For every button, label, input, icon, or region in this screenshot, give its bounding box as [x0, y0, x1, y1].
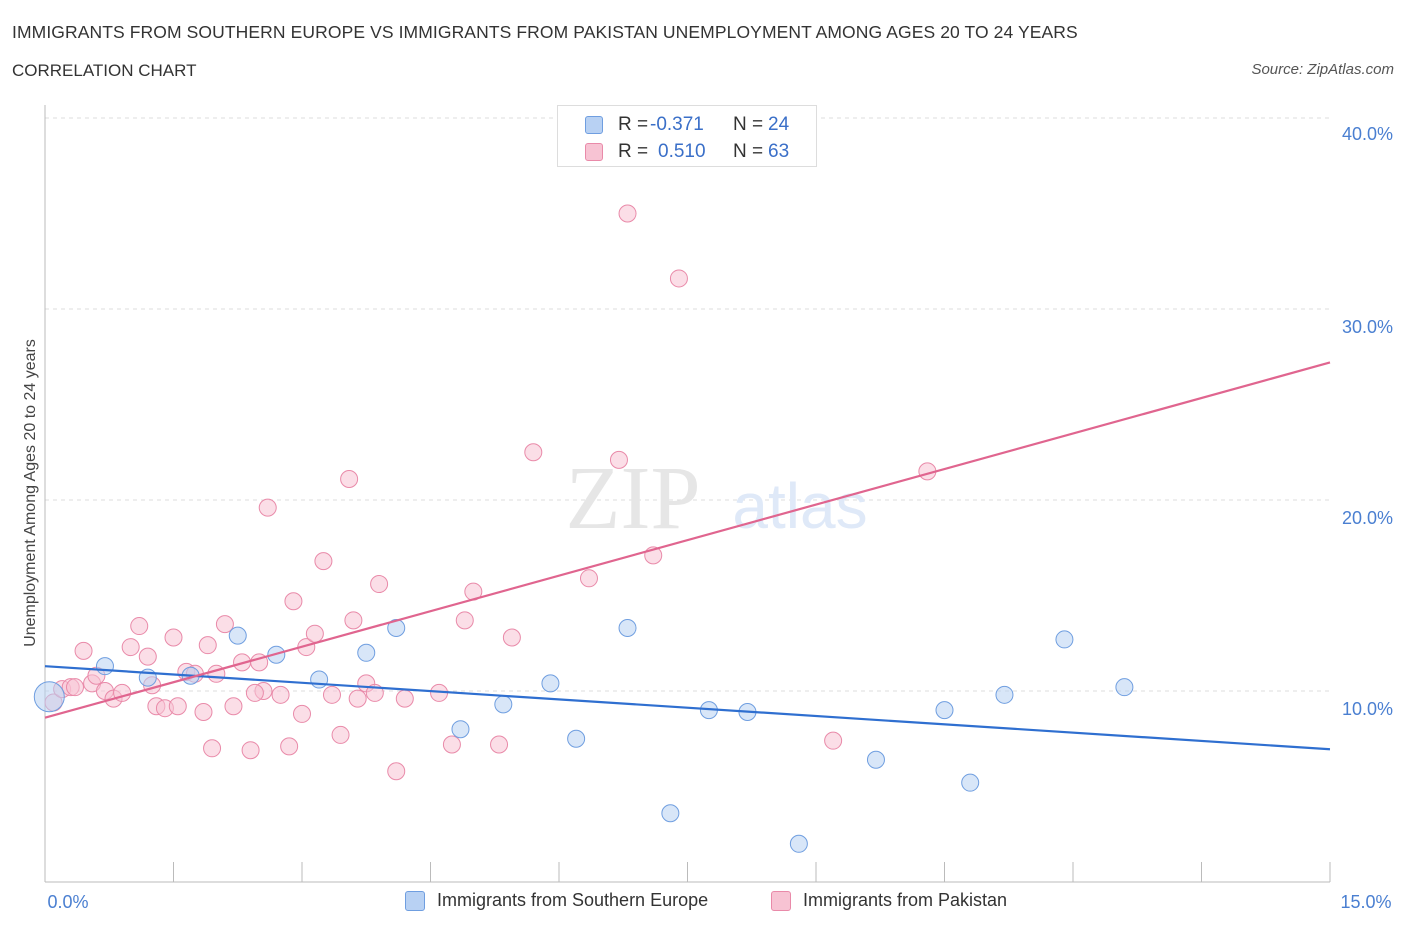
point-pakistan — [502, 628, 521, 647]
point-southern-europe — [935, 701, 954, 720]
point-pakistan — [280, 737, 299, 756]
y-tick-label: 30.0% — [1342, 317, 1393, 337]
point-pakistan — [344, 611, 363, 630]
y-axis-label: Unemployment Among Ages 20 to 24 years — [22, 339, 39, 647]
x-tick-labels: 0.0% 15.0% — [47, 892, 1391, 912]
chart-subtitle: CORRELATION CHART — [12, 61, 197, 80]
r-label: R = — [618, 141, 649, 162]
watermark-atlas: atlas — [732, 470, 867, 542]
point-pakistan — [224, 697, 243, 716]
swatch-pink — [585, 143, 603, 161]
axes — [44, 105, 1331, 883]
legend-swatch-pink — [771, 891, 791, 911]
legend-swatch-blue — [405, 891, 425, 911]
point-pakistan — [245, 683, 264, 702]
point-southern-europe — [661, 804, 680, 823]
y-tick-labels: 10.0% 20.0% 30.0% 40.0% — [1342, 124, 1393, 719]
y-tick-label: 10.0% — [1342, 699, 1393, 719]
stats-row-southern-europe: R = -0.371 N = 24 — [558, 111, 816, 139]
n-value: 24 — [768, 114, 790, 135]
point-pakistan — [340, 469, 359, 488]
y-tick-label: 40.0% — [1342, 124, 1393, 144]
stats-row-pakistan: R = 0.510 N = 63 — [558, 138, 816, 166]
point-southern-europe — [789, 834, 808, 853]
point-pakistan — [284, 592, 303, 611]
point-pakistan — [455, 611, 474, 630]
n-label: N = — [733, 114, 764, 135]
point-pakistan — [130, 617, 149, 636]
r-value: 0.510 — [658, 141, 706, 162]
point-southern-europe — [228, 626, 247, 645]
legend-label: Immigrants from Pakistan — [803, 890, 1008, 910]
point-pakistan — [579, 569, 598, 588]
point-southern-europe — [310, 670, 329, 689]
point-pakistan — [824, 731, 843, 750]
point-pakistan — [258, 498, 277, 517]
trendline-southern-europe — [44, 665, 1331, 751]
point-pakistan — [293, 704, 311, 723]
swatch-blue — [585, 116, 603, 134]
point-pakistan — [322, 685, 341, 704]
point-pakistan — [331, 725, 350, 744]
point-pakistan — [198, 636, 217, 655]
point-pakistan — [395, 689, 414, 708]
point-pakistan — [168, 697, 187, 716]
watermark: ZIP atlas — [566, 449, 868, 548]
r-label: R = — [618, 114, 649, 135]
point-southern-europe — [387, 618, 406, 637]
point-pakistan — [618, 204, 637, 223]
series-southern-europe-points — [33, 618, 1134, 853]
point-pakistan — [609, 450, 628, 469]
x-tick-label-min: 0.0% — [47, 892, 88, 912]
chart-title: IMMIGRANTS FROM SOUTHERN EUROPE VS IMMIG… — [12, 22, 1078, 42]
point-pakistan — [215, 615, 234, 634]
point-pakistan — [138, 647, 157, 666]
point-southern-europe — [451, 720, 470, 739]
point-pakistan — [121, 638, 140, 657]
point-pakistan — [314, 552, 333, 571]
point-pakistan — [348, 689, 367, 708]
trend-lines — [44, 361, 1331, 751]
point-southern-europe — [995, 685, 1014, 704]
n-value: 63 — [768, 141, 790, 162]
point-southern-europe — [357, 643, 376, 662]
point-southern-europe — [866, 750, 885, 769]
point-pakistan — [524, 443, 543, 462]
x-tick-label-max: 15.0% — [1340, 892, 1391, 912]
point-southern-europe — [541, 674, 560, 693]
point-southern-europe — [33, 681, 65, 713]
point-pakistan — [164, 628, 183, 647]
point-pakistan — [271, 685, 290, 704]
point-pakistan — [74, 641, 93, 660]
point-pakistan — [194, 703, 213, 722]
stats-legend: R = -0.371 N = 24 R = 0.510 N = 63 — [557, 105, 817, 167]
series-pakistan-points — [44, 204, 937, 781]
source-label: Source: ZipAtlas.com — [1251, 61, 1394, 78]
point-southern-europe — [567, 729, 586, 748]
gridlines — [45, 117, 1330, 692]
point-southern-europe — [1115, 678, 1134, 697]
point-southern-europe — [1055, 630, 1074, 649]
legend-label: Immigrants from Southern Europe — [437, 890, 709, 910]
point-pakistan — [241, 741, 260, 760]
point-southern-europe — [494, 695, 513, 714]
point-southern-europe — [961, 773, 980, 792]
point-pakistan — [203, 739, 222, 758]
point-pakistan — [669, 269, 688, 288]
r-value: -0.371 — [650, 114, 704, 135]
point-pakistan — [442, 735, 461, 754]
trendline-pakistan — [44, 361, 1331, 719]
point-pakistan — [387, 762, 406, 781]
point-southern-europe — [618, 618, 637, 637]
point-pakistan — [65, 678, 84, 697]
point-southern-europe — [95, 657, 114, 676]
y-tick-label: 20.0% — [1342, 508, 1393, 528]
point-pakistan — [490, 735, 509, 754]
watermark-zip: ZIP — [566, 449, 701, 548]
point-pakistan — [370, 575, 389, 594]
n-label: N = — [733, 141, 764, 162]
point-pakistan — [305, 624, 324, 643]
